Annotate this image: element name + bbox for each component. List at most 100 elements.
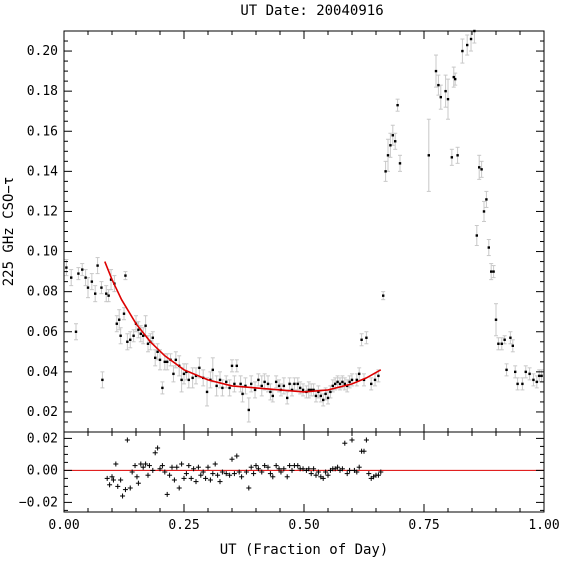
residual-point <box>308 471 314 477</box>
main-plot-frame <box>63 30 545 433</box>
data-point <box>331 384 334 388</box>
data-point <box>427 154 430 157</box>
residual-point <box>171 477 177 483</box>
main-ticks <box>63 30 545 433</box>
data-point <box>119 334 122 337</box>
data-point <box>322 398 325 402</box>
residual-point <box>205 464 211 470</box>
data-point <box>274 380 278 384</box>
data-point <box>307 388 310 392</box>
data-point <box>398 162 402 165</box>
residual-point <box>223 471 229 477</box>
residual-point <box>169 464 175 470</box>
residual-point <box>191 466 197 472</box>
residual-point <box>361 448 367 454</box>
residual-point <box>251 471 257 477</box>
data-point <box>118 318 121 321</box>
data-point <box>269 390 272 394</box>
data-point <box>244 384 247 388</box>
residual-point <box>198 472 204 478</box>
data-point <box>290 388 294 392</box>
data-point <box>185 370 188 374</box>
data-point <box>540 374 543 378</box>
x-tick-labels: 0.00 0.25 0.50 0.75 1.00 <box>48 518 559 533</box>
data-point <box>96 264 99 267</box>
x-tick-label: 0.25 <box>168 518 199 533</box>
data-point <box>437 83 440 87</box>
data-point <box>205 390 209 394</box>
data-point <box>77 272 80 275</box>
residual-point <box>273 463 279 469</box>
data-point <box>355 378 358 382</box>
fit-curve <box>104 261 382 393</box>
residual-point <box>378 469 384 475</box>
data-point <box>235 364 238 368</box>
data-point <box>324 392 327 396</box>
data-point <box>282 384 286 388</box>
residual-point <box>146 463 152 469</box>
main-ytick-labels: 0.02 0.04 0.06 0.08 0.10 0.12 0.14 0.16 0.18 0.20 <box>27 44 58 420</box>
data-point <box>156 350 159 353</box>
data-point <box>497 342 500 345</box>
data-point <box>107 294 110 297</box>
x-tick-label: 0.00 <box>48 518 79 533</box>
residual-point <box>262 463 268 469</box>
data-point <box>65 266 68 269</box>
y-axis-label: 225 GHz CSO−τ <box>1 177 17 287</box>
residual-plot: −0.02 0.00 0.02 0.00 0.25 0.50 0.75 1.00 <box>19 431 560 533</box>
data-point <box>260 384 263 388</box>
data-point <box>137 328 140 331</box>
data-point <box>532 378 535 382</box>
data-point <box>151 336 154 339</box>
residual-point <box>176 485 182 491</box>
residual-point <box>195 464 201 470</box>
data-point <box>142 334 145 337</box>
data-point <box>384 170 387 173</box>
x-axis-label: UT (Fraction of Day) <box>220 542 389 558</box>
data-point <box>105 292 108 295</box>
residual-point <box>236 469 242 475</box>
data-point <box>478 166 481 169</box>
residual-point <box>155 445 161 451</box>
data-point <box>298 386 302 390</box>
data-point <box>336 380 339 384</box>
data-point <box>161 386 164 390</box>
residual-point <box>339 466 345 472</box>
residual-point <box>219 469 225 475</box>
residual-point <box>164 491 170 497</box>
residual-point <box>124 437 130 443</box>
residual-point <box>300 466 306 472</box>
data-point <box>191 376 194 380</box>
residual-point <box>210 471 216 477</box>
residual-point <box>122 487 128 493</box>
data-point <box>286 396 289 400</box>
data-point <box>509 336 512 339</box>
data-point <box>446 97 450 101</box>
data-point <box>263 380 266 384</box>
data-point <box>341 380 344 384</box>
data-point <box>370 382 373 386</box>
data-point <box>74 330 78 333</box>
residual-point <box>217 479 223 485</box>
y-tick-label: 0.20 <box>27 44 58 59</box>
residual-point <box>335 464 341 470</box>
data-point <box>139 332 142 335</box>
data-point <box>434 69 438 73</box>
residual-point <box>174 464 180 470</box>
data-point <box>247 408 250 412</box>
data-point <box>228 386 231 390</box>
residual-point <box>179 461 185 467</box>
data-point <box>239 382 242 386</box>
residual-point <box>278 469 284 475</box>
data-point <box>524 370 527 374</box>
residual-point <box>143 461 149 467</box>
data-point <box>277 384 281 388</box>
residual-point <box>320 475 326 481</box>
data-point <box>487 246 490 249</box>
data-point <box>456 154 459 157</box>
residual-point <box>129 469 135 475</box>
data-point <box>391 134 394 137</box>
data-point <box>319 394 322 398</box>
data-point <box>516 382 519 386</box>
residual-point <box>203 475 209 481</box>
